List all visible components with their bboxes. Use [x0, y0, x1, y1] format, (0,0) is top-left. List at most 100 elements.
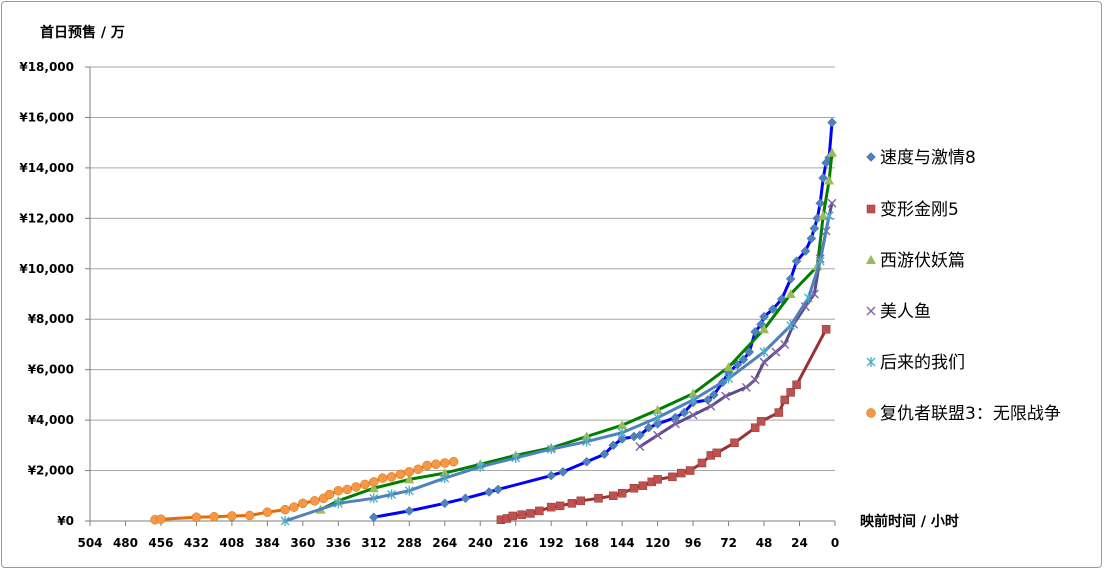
legend-label: 美人鱼 — [880, 302, 931, 322]
data-point — [738, 354, 749, 365]
data-point — [635, 442, 645, 452]
data-point — [508, 511, 518, 521]
series-6 — [150, 456, 459, 525]
x-tick-label: 408 — [219, 536, 244, 550]
data-point — [759, 324, 770, 334]
y-gridlines — [90, 66, 835, 472]
data-point — [653, 430, 663, 440]
data-point — [712, 448, 721, 458]
data-point — [809, 223, 820, 234]
data-point — [780, 395, 789, 405]
x-tick-label: 360 — [290, 536, 315, 550]
data-point — [697, 458, 707, 468]
data-point — [244, 510, 255, 521]
data-point — [730, 438, 739, 448]
data-point — [759, 347, 769, 358]
data-point — [688, 410, 698, 420]
data-point — [827, 147, 838, 157]
data-point — [333, 498, 343, 509]
data-point — [555, 501, 565, 511]
data-point — [756, 417, 766, 426]
x-tick-label: 312 — [361, 536, 386, 550]
x-tick-label: 456 — [148, 536, 173, 550]
data-point — [599, 449, 610, 460]
data-point — [440, 458, 450, 468]
data-point — [386, 472, 397, 482]
data-point — [759, 311, 769, 322]
data-point — [280, 504, 290, 515]
data-point — [369, 493, 379, 504]
data-point — [744, 347, 755, 357]
data-point — [708, 390, 719, 400]
data-point — [685, 466, 695, 475]
data-point — [617, 489, 627, 498]
series-2 — [496, 325, 831, 524]
legend-marker — [866, 357, 876, 367]
data-point — [594, 494, 603, 503]
legend-marker — [866, 255, 876, 264]
data-point — [670, 419, 680, 429]
x-tick-label: 336 — [326, 536, 351, 550]
legend-label: 复仇者联盟3：无限战争 — [880, 404, 1061, 424]
data-point — [535, 506, 544, 516]
data-point — [448, 456, 459, 467]
data-point — [387, 489, 397, 500]
data-point — [643, 422, 654, 433]
data-point — [827, 198, 837, 208]
legend-marker — [866, 204, 876, 214]
data-point — [785, 289, 796, 298]
legend-marker — [866, 152, 876, 162]
data-point — [526, 509, 535, 518]
x-tick-label: 432 — [184, 536, 209, 550]
data-point — [756, 319, 766, 330]
y-tick-label: ¥4,000 — [28, 413, 74, 427]
data-point — [741, 382, 751, 392]
data-point — [824, 175, 835, 185]
x-tick-label: 192 — [539, 536, 564, 550]
data-point — [360, 479, 370, 490]
legend-entry: 变形金刚5 — [866, 200, 959, 220]
data-point — [511, 452, 521, 463]
data-point — [581, 456, 592, 467]
data-point — [815, 256, 825, 267]
data-point — [460, 493, 471, 504]
y-tick-label: ¥8,000 — [28, 312, 74, 326]
data-point — [724, 373, 734, 384]
data-point — [567, 499, 577, 508]
data-point — [227, 511, 237, 521]
y-tick-label: ¥6,000 — [28, 363, 74, 377]
data-point — [677, 468, 686, 478]
y-axis-title: 首日预售 / 万 — [40, 24, 125, 41]
data-point — [803, 292, 813, 303]
data-point — [404, 506, 415, 516]
data-point — [413, 464, 423, 475]
series-lines — [150, 117, 838, 526]
data-point — [558, 466, 568, 477]
data-point — [792, 380, 801, 390]
data-point — [369, 477, 379, 487]
data-point — [652, 419, 663, 429]
data-point — [653, 412, 663, 423]
data-point — [786, 320, 796, 331]
data-point — [517, 510, 526, 519]
x-tick-label: 216 — [503, 536, 528, 550]
data-point — [824, 210, 834, 221]
data-point — [750, 423, 760, 432]
data-point — [377, 473, 388, 483]
data-point — [815, 198, 826, 209]
y-tick-label: ¥18,000 — [19, 60, 74, 74]
data-point — [191, 512, 202, 522]
legend-entry: 西游伏妖篇 — [866, 251, 965, 271]
data-point — [493, 484, 503, 495]
axes — [85, 66, 836, 526]
data-point — [688, 394, 698, 405]
series-line — [638, 201, 834, 449]
series-line — [499, 327, 828, 522]
x-tick-label: 504 — [77, 536, 102, 550]
legend-entry: 复仇者联盟3：无限战争 — [866, 404, 1061, 424]
data-point — [484, 487, 494, 497]
x-tick-labels: 504 480 456 432 408 384 360 336 312 288 264 240 216 1… — [77, 536, 839, 550]
data-point — [670, 412, 681, 423]
x-tick-label: 240 — [468, 536, 493, 550]
series-1 — [368, 117, 837, 523]
